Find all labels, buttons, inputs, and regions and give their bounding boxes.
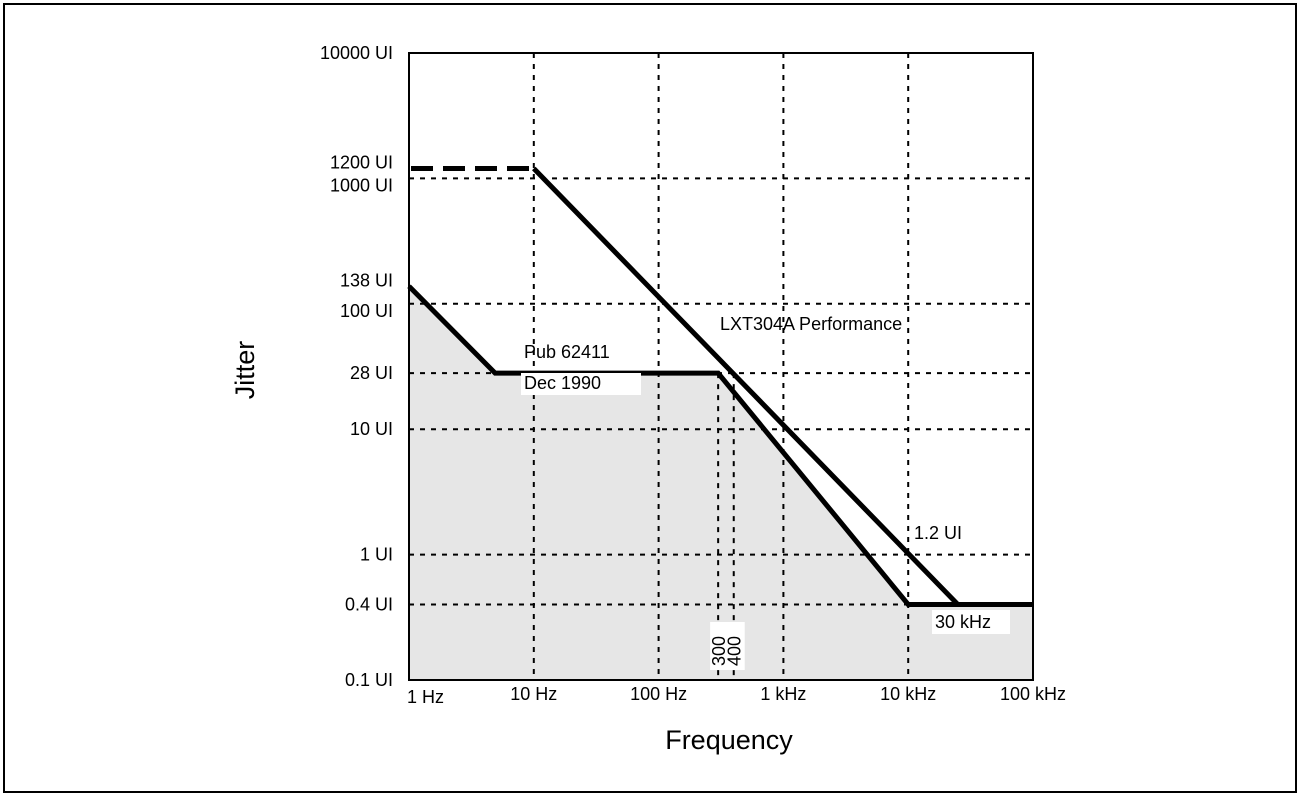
series-label-bg-pub-62411 xyxy=(521,373,641,395)
series-line-pub-62411-dec-1990 xyxy=(407,284,1033,608)
y-axis-label: Jitter xyxy=(230,341,260,400)
y-tick-label-10-ui: 10 UI xyxy=(350,419,393,439)
series-label-pub-62411-line2: Dec 1990 xyxy=(524,373,601,393)
vline-label-400: 400 xyxy=(725,636,745,666)
x-tick-label-10-khz: 10 kHz xyxy=(880,684,936,704)
annotation-1-2-ui: 1.2 UI xyxy=(914,523,962,543)
y-tick-label-1-ui: 1 UI xyxy=(360,545,393,565)
annotations: Pub 62411 Dec 1990 LXT304A Performance 1.2 … xyxy=(521,314,1010,634)
vline-label-bg-300 xyxy=(710,622,730,670)
y-axis-tick-labels: 10000 UI 1200 UI 1000 UI 138 UI 100 UI 28 UI 1… xyxy=(320,43,393,690)
series-line-lxt304a-performance xyxy=(532,166,1033,608)
x-tick-label-100-hz: 100 Hz xyxy=(630,684,687,704)
x-tick-label-1-hz: 1 Hz xyxy=(407,687,444,707)
vline-label-bg-400 xyxy=(725,622,745,670)
y-tick-label-100-ui: 100 UI xyxy=(340,301,393,321)
annotation-30-khz: 30 kHz xyxy=(935,612,991,632)
y-tick-label-138-ui: 138 UI xyxy=(340,270,393,290)
y-tick-label-0-1-ui: 0.1 UI xyxy=(345,670,393,690)
series-label-pub-62411-line1: Pub 62411 xyxy=(524,342,610,362)
x-tick-label-1-khz: 1 kHz xyxy=(760,684,806,704)
y-tick-label-0-4-ui: 0.4 UI xyxy=(345,595,393,615)
vline-label-300: 300 xyxy=(709,636,729,666)
x-tick-label-100-khz: 100 kHz xyxy=(1000,684,1066,704)
annotation-bg-1-2-ui xyxy=(911,521,979,545)
series-label-lxt304a-performance: LXT304A Performance xyxy=(720,314,902,334)
annotation-bg-30-khz xyxy=(932,610,1010,634)
plot-area-border xyxy=(408,52,1034,681)
x-axis-label: Frequency xyxy=(665,725,793,755)
y-tick-label-28-ui: 28 UI xyxy=(350,363,393,383)
x-tick-label-10-hz: 10 Hz xyxy=(510,684,557,704)
y-tick-label-10000-ui: 10000 UI xyxy=(320,43,393,63)
series-lines xyxy=(407,165,1033,608)
y-tick-label-1000-ui: 1000 UI xyxy=(330,175,393,195)
y-tick-label-1200-ui: 1200 UI xyxy=(330,152,393,172)
